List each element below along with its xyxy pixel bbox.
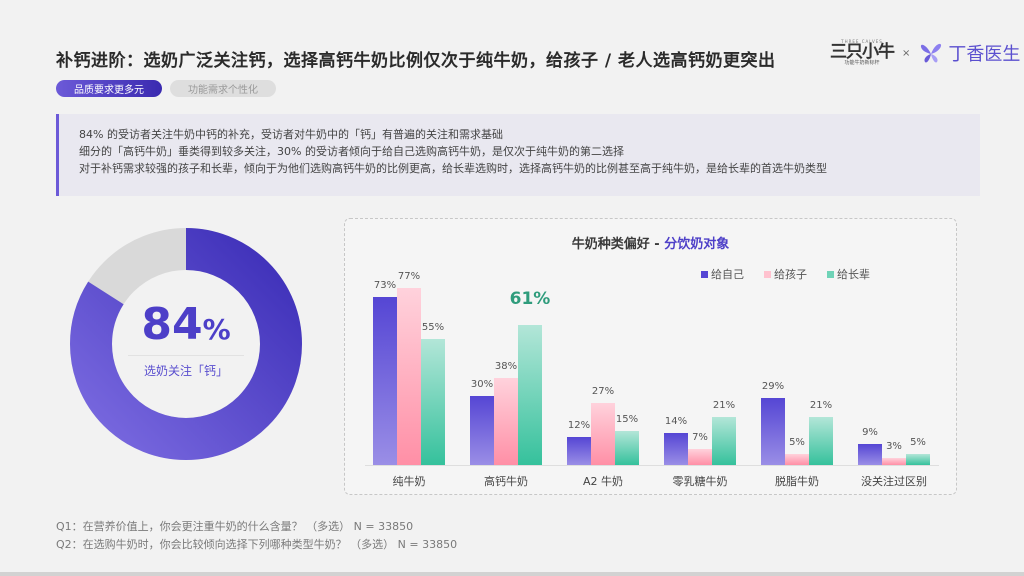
bottom-bar [0,572,1024,576]
bar [809,416,833,465]
footnote-q2: Q2：在选购牛奶时，你会比较倾向选择下列哪种类型牛奶？ （多选） N = 338… [56,538,458,551]
x-axis-category-label: 没关注过区别 [861,475,927,488]
bar-value-label: 14% [664,415,688,427]
chart-title: 牛奶种类偏好 - 分饮奶对象 [345,233,956,252]
bar [494,377,518,465]
legend-item-child: 给孩子 [764,266,807,282]
bar [882,458,906,465]
bar [785,453,809,465]
tag-row: 品质要求更多元 功能需求个性化 [56,80,276,97]
legend-label: 给自己 [711,268,744,281]
x-axis-category-label: A2 牛奶 [582,475,624,488]
legend-swatch [764,270,771,278]
bar [712,416,736,465]
bar [518,324,542,465]
chart-legend: 给自己 给孩子 给长辈 [701,266,870,282]
donut-number: 84 [141,299,203,350]
bar-value-label: 77% [397,270,421,282]
bar [470,396,494,465]
x-axis-category-label: 脱脂牛奶 [775,475,819,488]
bar-value-label: 21% [712,399,736,411]
bar-value-label: 3% [886,441,902,453]
bar-value-label: 55% [421,321,445,333]
donut-center: 84% 选奶关注「钙」 [70,228,302,460]
bar-value-label: 7% [692,431,708,443]
donut-divider [128,355,244,356]
x-axis-category-label: 纯牛奶 [392,475,426,488]
bar-value-label: 38% [494,360,518,372]
legend-item-self: 给自己 [701,266,744,282]
bar-value-label: 73% [373,280,397,292]
butterfly-icon [921,43,942,63]
donut-label: 选奶关注「钙」 [143,364,228,378]
bar-value-label: 5% [789,436,805,448]
bar [397,287,421,465]
bar-value-label: 12% [567,420,591,432]
bar [591,402,615,465]
legend-swatch [701,270,708,278]
bar [688,448,712,465]
footnotes: Q1：在营养价值上，你会更注重牛奶的什么含量？ （多选） N = 33850 Q… [56,518,457,554]
chart-title-main: 牛奶种类偏好 - [571,237,665,252]
bar [373,297,397,465]
logo-b-name: 丁香医生 [948,44,1021,65]
bar-value-label: 9% [862,427,878,439]
brand-logos: THREE CALVES 三只小牛 功能牛奶新标杆 × 丁香医生 [830,40,1020,66]
bar [858,444,882,465]
tag-function[interactable]: 功能需求个性化 [170,80,276,97]
donut-unit: % [202,313,231,346]
bar [567,437,591,465]
bar [906,453,930,465]
donut-chart: 84% 选奶关注「钙」 [70,228,302,460]
bar-chart-panel: 牛奶种类偏好 - 分饮奶对象 给自己 给孩子 给长辈 73% 77% 55% 纯牛奶 3… [344,218,957,495]
footnote-q1: Q1：在营养价值上，你会更注重牛奶的什么含量？ （多选） N = 33850 [56,520,414,533]
page-title: 补钙进阶：选奶广泛关注钙，选择高钙牛奶比例仅次于纯牛奶，给孩子 / 老人选高钙奶… [56,51,776,71]
donut-value: 84% [141,303,230,347]
plot-area: 73% 77% 55% 纯牛奶 30% 38% 61% 高钙牛奶 12% 27% 15% A2 牛奶 1… [359,219,949,496]
logo-a-main-text: 三只小牛 [830,42,895,62]
x-axis-category-label: 零乳糖牛奶 [672,475,728,488]
legend-label: 给长辈 [837,268,870,281]
bar [664,432,688,465]
legend-swatch [827,270,834,278]
logo-a-top-text: THREE CALVES [841,39,883,44]
three-calves-logo: THREE CALVES 三只小牛 功能牛奶新标杆 [830,39,895,66]
x-axis-baseline [365,465,939,466]
donut-ring [70,228,302,460]
legend-label: 给孩子 [774,268,807,281]
tag-quality[interactable]: 品质要求更多元 [56,80,162,97]
summary-line: 对于补钙需求较强的孩子和长辈，倾向于为他们选购高钙牛奶的比例更高，给长辈选购时，… [79,162,827,175]
summary-line: 84% 的受访者关注牛奶中钙的补充，受访者对牛奶中的「钙」有普遍的关注和需求基础 [79,128,503,141]
summary-line: 细分的「高钙牛奶」垂类得到较多关注，30% 的受访者倾向于给自己选购高钙牛奶，是… [79,145,624,158]
bar-value-label: 5% [910,436,926,448]
bar-value-label: 61% [509,288,551,309]
dxy-logo: 丁香医生 [918,40,1020,66]
bar [761,398,785,465]
bar [615,430,639,465]
bar-value-label: 27% [591,385,615,397]
logo-separator: × [902,47,911,59]
x-axis-category-label: 高钙牛奶 [484,475,528,488]
bar-value-label: 30% [470,379,494,390]
summary-box: 84% 的受访者关注牛奶中钙的补充，受访者对牛奶中的「钙」有普遍的关注和需求基础… [56,114,980,196]
logo-a-sub-text: 功能牛奶新标杆 [844,60,880,66]
legend-item-elder: 给长辈 [827,266,870,282]
bar-value-label: 15% [615,413,639,425]
bar-value-label: 21% [809,399,833,411]
bar-value-label: 29% [761,381,785,393]
bar [421,338,445,465]
chart-title-highlight: 分饮奶对象 [664,237,730,252]
